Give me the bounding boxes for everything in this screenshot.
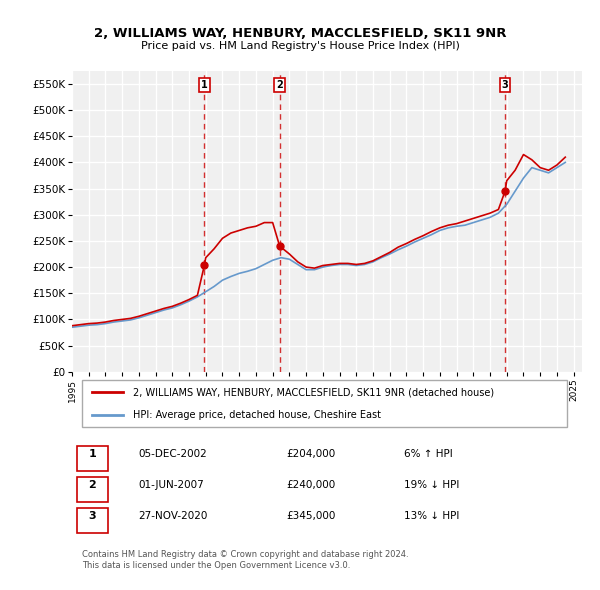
Text: 1: 1: [201, 80, 208, 90]
Text: £240,000: £240,000: [286, 480, 335, 490]
Text: 01-JUN-2007: 01-JUN-2007: [139, 480, 204, 490]
Text: HPI: Average price, detached house, Cheshire East: HPI: Average price, detached house, Ches…: [133, 410, 381, 420]
Text: Contains HM Land Registry data © Crown copyright and database right 2024.
This d: Contains HM Land Registry data © Crown c…: [82, 550, 409, 569]
Text: 2, WILLIAMS WAY, HENBURY, MACCLESFIELD, SK11 9NR (detached house): 2, WILLIAMS WAY, HENBURY, MACCLESFIELD, …: [133, 388, 494, 397]
Text: £204,000: £204,000: [286, 450, 335, 460]
Text: 3: 3: [502, 80, 508, 90]
Text: 2, WILLIAMS WAY, HENBURY, MACCLESFIELD, SK11 9NR: 2, WILLIAMS WAY, HENBURY, MACCLESFIELD, …: [94, 27, 506, 40]
FancyBboxPatch shape: [77, 446, 108, 471]
Text: 19% ↓ HPI: 19% ↓ HPI: [404, 480, 459, 490]
FancyBboxPatch shape: [77, 508, 108, 533]
Text: 2: 2: [89, 480, 96, 490]
Text: 3: 3: [89, 512, 96, 522]
FancyBboxPatch shape: [82, 381, 567, 427]
Text: 6% ↑ HPI: 6% ↑ HPI: [404, 450, 452, 460]
Text: 1: 1: [89, 450, 96, 460]
Text: 13% ↓ HPI: 13% ↓ HPI: [404, 512, 459, 522]
FancyBboxPatch shape: [77, 477, 108, 502]
Text: £345,000: £345,000: [286, 512, 335, 522]
Text: 27-NOV-2020: 27-NOV-2020: [139, 512, 208, 522]
Text: 2: 2: [277, 80, 283, 90]
Text: Price paid vs. HM Land Registry's House Price Index (HPI): Price paid vs. HM Land Registry's House …: [140, 41, 460, 51]
Text: 05-DEC-2002: 05-DEC-2002: [139, 450, 207, 460]
